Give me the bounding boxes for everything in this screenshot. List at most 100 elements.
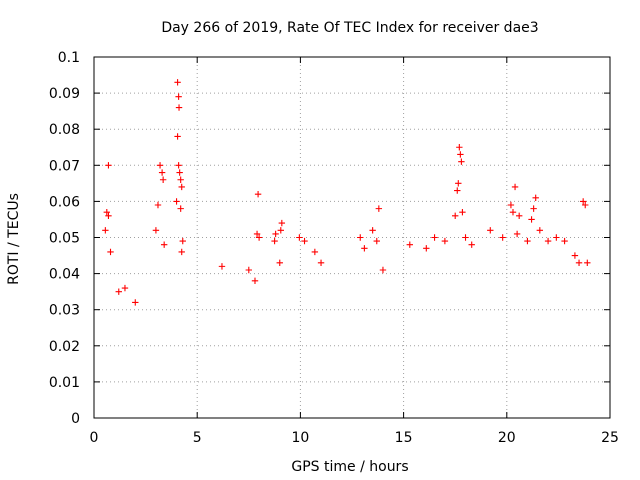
data-point (154, 201, 162, 209)
y-tick-label: 0.04 (49, 267, 80, 283)
x-tick-label: 15 (395, 430, 413, 446)
data-point (245, 266, 252, 274)
data-points (102, 79, 591, 306)
data-point (373, 237, 380, 245)
data-point (452, 212, 459, 220)
data-point (254, 190, 262, 198)
data-point (103, 209, 110, 216)
data-point (579, 198, 587, 205)
x-tick-label: 10 (291, 430, 309, 446)
data-point (582, 201, 589, 209)
data-point (178, 183, 185, 191)
data-point (462, 234, 469, 241)
y-tick-label: 0 (71, 411, 80, 427)
data-point (406, 241, 413, 248)
data-point (468, 241, 475, 248)
data-point (499, 234, 506, 241)
data-point (455, 180, 462, 187)
data-point (571, 252, 579, 259)
data-point (177, 176, 184, 183)
data-point (253, 230, 261, 238)
data-point (278, 219, 286, 227)
data-point (176, 169, 183, 176)
data-point (532, 194, 539, 201)
chart-title: Day 266 of 2019, Rate Of TEC Index for r… (161, 20, 538, 36)
x-axis-label: GPS time / hours (291, 459, 408, 475)
data-point (584, 259, 591, 266)
y-tick-label: 0.03 (49, 303, 80, 319)
data-point (553, 234, 560, 241)
data-point (423, 245, 430, 252)
x-tick-label: 0 (90, 430, 99, 446)
data-point (458, 158, 465, 165)
grid-lines (94, 57, 610, 418)
data-point (115, 288, 122, 295)
data-point (357, 234, 364, 241)
y-tick-label: 0.01 (49, 375, 80, 391)
y-axis-label: ROTI / TECUs (6, 193, 22, 285)
data-point (530, 205, 537, 212)
data-point (457, 151, 464, 158)
data-point (179, 237, 186, 245)
data-point (105, 162, 112, 169)
data-point (105, 212, 112, 220)
data-point (487, 227, 494, 234)
data-point (175, 162, 182, 169)
data-point (379, 266, 387, 274)
data-point (375, 205, 383, 212)
data-point (107, 248, 114, 256)
data-point (528, 216, 535, 223)
data-point (160, 241, 168, 248)
data-point (544, 237, 552, 245)
data-point (456, 144, 463, 151)
data-point (158, 169, 166, 176)
data-point (369, 227, 376, 234)
data-point (255, 234, 263, 241)
y-tick-label: 0.07 (49, 158, 80, 174)
data-point (454, 187, 461, 194)
data-point (121, 284, 129, 292)
data-point (175, 104, 183, 111)
data-point (561, 237, 568, 245)
data-point (301, 237, 308, 245)
data-point (156, 162, 164, 169)
data-point (251, 277, 259, 285)
data-point (575, 259, 583, 266)
data-point (271, 237, 278, 245)
data-point (515, 212, 523, 220)
y-tick-label: 0.02 (49, 339, 80, 355)
data-point (361, 245, 368, 252)
data-point (536, 227, 544, 234)
x-tick-label: 25 (601, 430, 619, 446)
data-point (177, 205, 184, 212)
data-point (159, 176, 167, 183)
data-point (218, 263, 226, 270)
x-tick-label: 20 (498, 430, 516, 446)
data-point (272, 230, 279, 238)
data-point (102, 227, 109, 234)
data-point (276, 259, 283, 266)
data-point (441, 237, 449, 245)
data-point (513, 230, 521, 238)
data-point (296, 234, 303, 241)
y-axis-ticks: 0 0.01 0.02 0.03 0.04 0.05 0.06 0.07 0.08 0.09 0.1 (49, 50, 610, 427)
y-tick-label: 0.1 (58, 50, 80, 66)
data-point (132, 299, 139, 306)
data-point (459, 209, 466, 216)
y-tick-label: 0.05 (49, 231, 80, 247)
plot-frame (93, 56, 611, 419)
data-point (175, 93, 182, 100)
x-axis-ticks: 0 5 10 15 20 25 (90, 57, 619, 446)
y-tick-label: 0.09 (49, 86, 80, 102)
data-point (311, 248, 319, 256)
data-point (431, 234, 438, 241)
y-tick-label: 0.06 (49, 194, 80, 210)
data-point (152, 227, 160, 234)
data-point (509, 209, 517, 216)
data-point (174, 79, 181, 86)
data-point (173, 198, 180, 205)
data-point (178, 248, 185, 256)
data-point (511, 183, 519, 191)
y-tick-label: 0.08 (49, 122, 80, 138)
